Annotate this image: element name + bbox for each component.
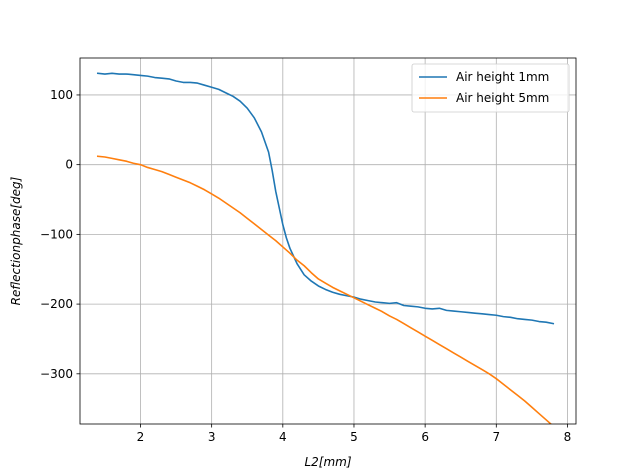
x-tick-label: 5 <box>350 430 358 444</box>
x-tick-label: 4 <box>279 430 287 444</box>
x-tick-label: 3 <box>208 430 216 444</box>
x-axis-label: L2[mm] <box>304 455 351 469</box>
y-tick-label: −300 <box>40 367 73 381</box>
legend-label: Air height 5mm <box>456 91 549 105</box>
series-line-1 <box>96 72 555 325</box>
series-line-2 <box>96 155 553 424</box>
y-tick-label: −200 <box>40 297 73 311</box>
legend-box <box>411 63 570 113</box>
y-tick-label: 0 <box>65 158 73 172</box>
legend-label: Air height 1mm <box>456 70 549 84</box>
x-tick-label: 6 <box>421 430 429 444</box>
y-axis: 100 0 −100 −200 −300 <box>40 88 80 381</box>
legend: Air height 1mm Air height 5mm <box>411 63 570 113</box>
x-tick-label: 8 <box>564 430 572 444</box>
y-tick-label: −100 <box>40 227 73 241</box>
x-tick-label: 7 <box>492 430 500 444</box>
x-axis: 2 3 4 5 6 7 8 <box>137 424 572 444</box>
plot-lines <box>96 72 555 424</box>
x-tick-label: 2 <box>137 430 145 444</box>
plot-frame <box>79 57 577 425</box>
y-axis-label: Reflectionphase[deg] <box>9 176 23 305</box>
grid <box>80 58 576 424</box>
y-tick-label: 100 <box>50 88 73 102</box>
